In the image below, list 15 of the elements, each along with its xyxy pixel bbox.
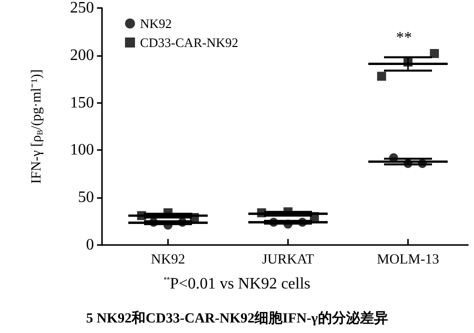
x-tick-label: JURKAT (262, 252, 315, 268)
y-tick-label: 50 (78, 189, 94, 206)
legend-label: CD33-CAR-NK92 (140, 35, 238, 50)
x-tick-label: NK92 (150, 252, 186, 268)
x-tick-label: MOLM-13 (376, 252, 440, 268)
y-tick-label: 100 (70, 142, 94, 159)
y-axis-title: IFN-γ [ρB/(pg·ml⁻¹)] (30, 69, 44, 184)
text: **P<0.01 vs NK92 cells (164, 276, 310, 292)
annotation: ** (396, 30, 412, 46)
y-tick-label: 250 (70, 0, 94, 16)
legend-label: NK92 (140, 16, 172, 31)
y-tick-label: 0 (86, 236, 94, 254)
y-tick-label: 200 (70, 46, 94, 64)
y-tick-label: 150 (70, 94, 94, 112)
text: 5 NK92和CD33-CAR-NK92细胞IFN-γ的分泌差异 (86, 310, 388, 326)
